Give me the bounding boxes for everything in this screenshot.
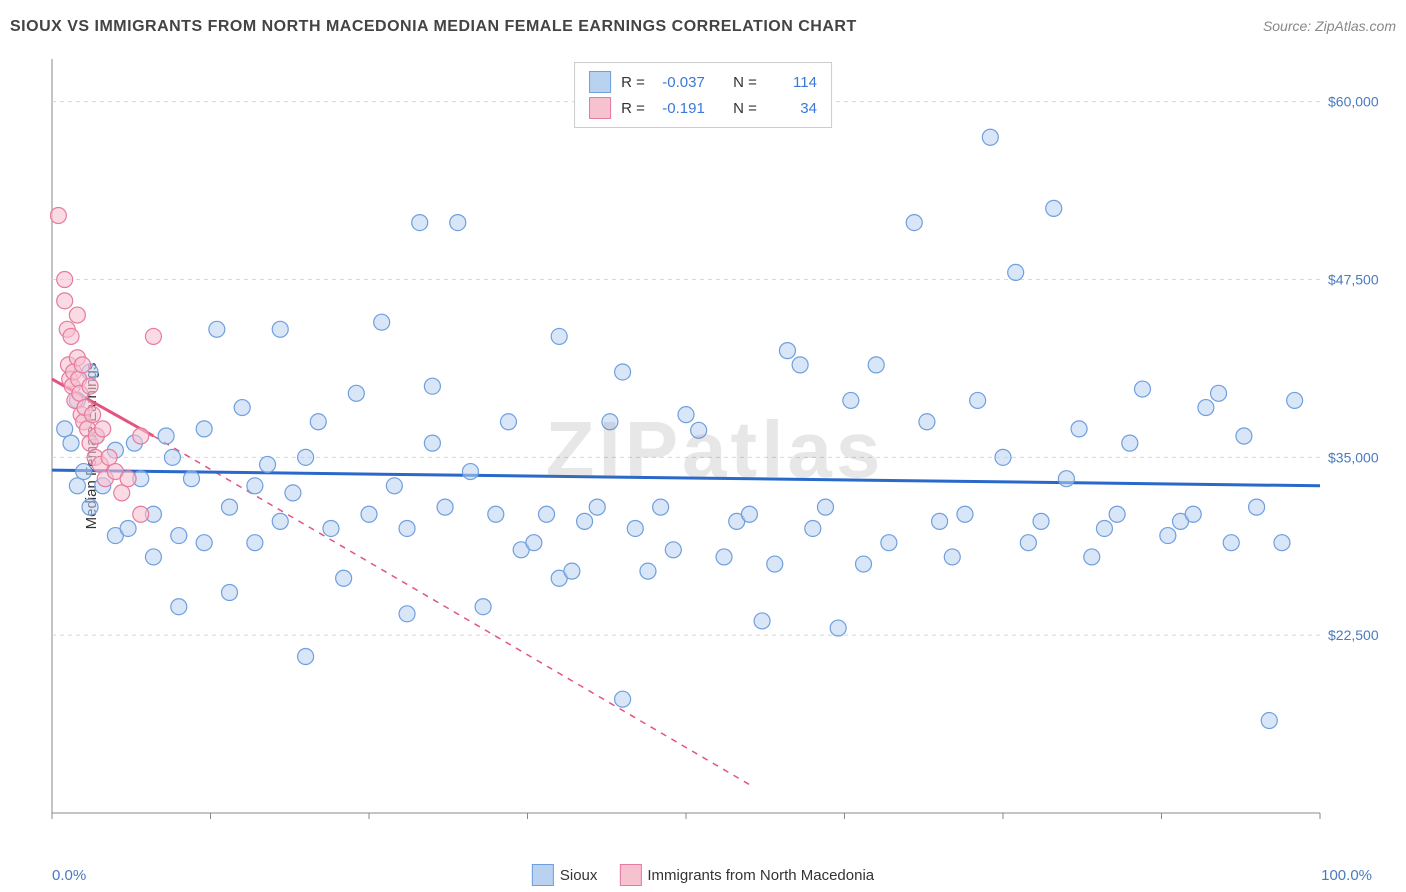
- r-value-macedonia: -0.191: [655, 100, 705, 117]
- swatch-sioux: [589, 71, 611, 93]
- legend-label-sioux: Sioux: [560, 867, 598, 884]
- swatch-macedonia: [589, 97, 611, 119]
- n-label: N =: [733, 74, 757, 91]
- stats-row-sioux: R = -0.037 N = 114: [589, 69, 817, 95]
- svg-text:$35,000: $35,000: [1328, 449, 1379, 465]
- swatch-macedonia: [619, 864, 641, 886]
- plot-area: $22,500$35,000$47,500$60,000 ZIPatlas: [50, 55, 1380, 845]
- legend-item-macedonia: Immigrants from North Macedonia: [619, 864, 874, 886]
- r-label: R =: [621, 100, 645, 117]
- x-tick-max: 100.0%: [1321, 867, 1372, 884]
- scatter-chart: $22,500 $35,000 $47,500 $60,000: [50, 55, 1380, 845]
- svg-text:$47,500: $47,500: [1328, 272, 1379, 288]
- legend-label-macedonia: Immigrants from North Macedonia: [647, 867, 874, 884]
- r-value-sioux: -0.037: [655, 74, 705, 91]
- x-tick-min: 0.0%: [52, 867, 86, 884]
- chart-title: SIOUX VS IMMIGRANTS FROM NORTH MACEDONIA…: [10, 18, 857, 36]
- swatch-sioux: [532, 864, 554, 886]
- n-value-macedonia: 34: [767, 100, 817, 117]
- n-label: N =: [733, 100, 757, 117]
- stats-row-macedonia: R = -0.191 N = 34: [589, 95, 817, 121]
- svg-text:$22,500: $22,500: [1328, 627, 1379, 643]
- r-label: R =: [621, 74, 645, 91]
- source-label: Source: ZipAtlas.com: [1263, 18, 1396, 34]
- legend-item-sioux: Sioux: [532, 864, 598, 886]
- svg-text:$60,000: $60,000: [1328, 94, 1379, 110]
- stats-legend: R = -0.037 N = 114 R = -0.191 N = 34: [574, 62, 832, 128]
- series-legend: Sioux Immigrants from North Macedonia: [532, 864, 874, 886]
- chart-wrapper: SIOUX VS IMMIGRANTS FROM NORTH MACEDONIA…: [0, 0, 1406, 892]
- header: SIOUX VS IMMIGRANTS FROM NORTH MACEDONIA…: [10, 18, 1396, 36]
- n-value-sioux: 114: [767, 74, 817, 91]
